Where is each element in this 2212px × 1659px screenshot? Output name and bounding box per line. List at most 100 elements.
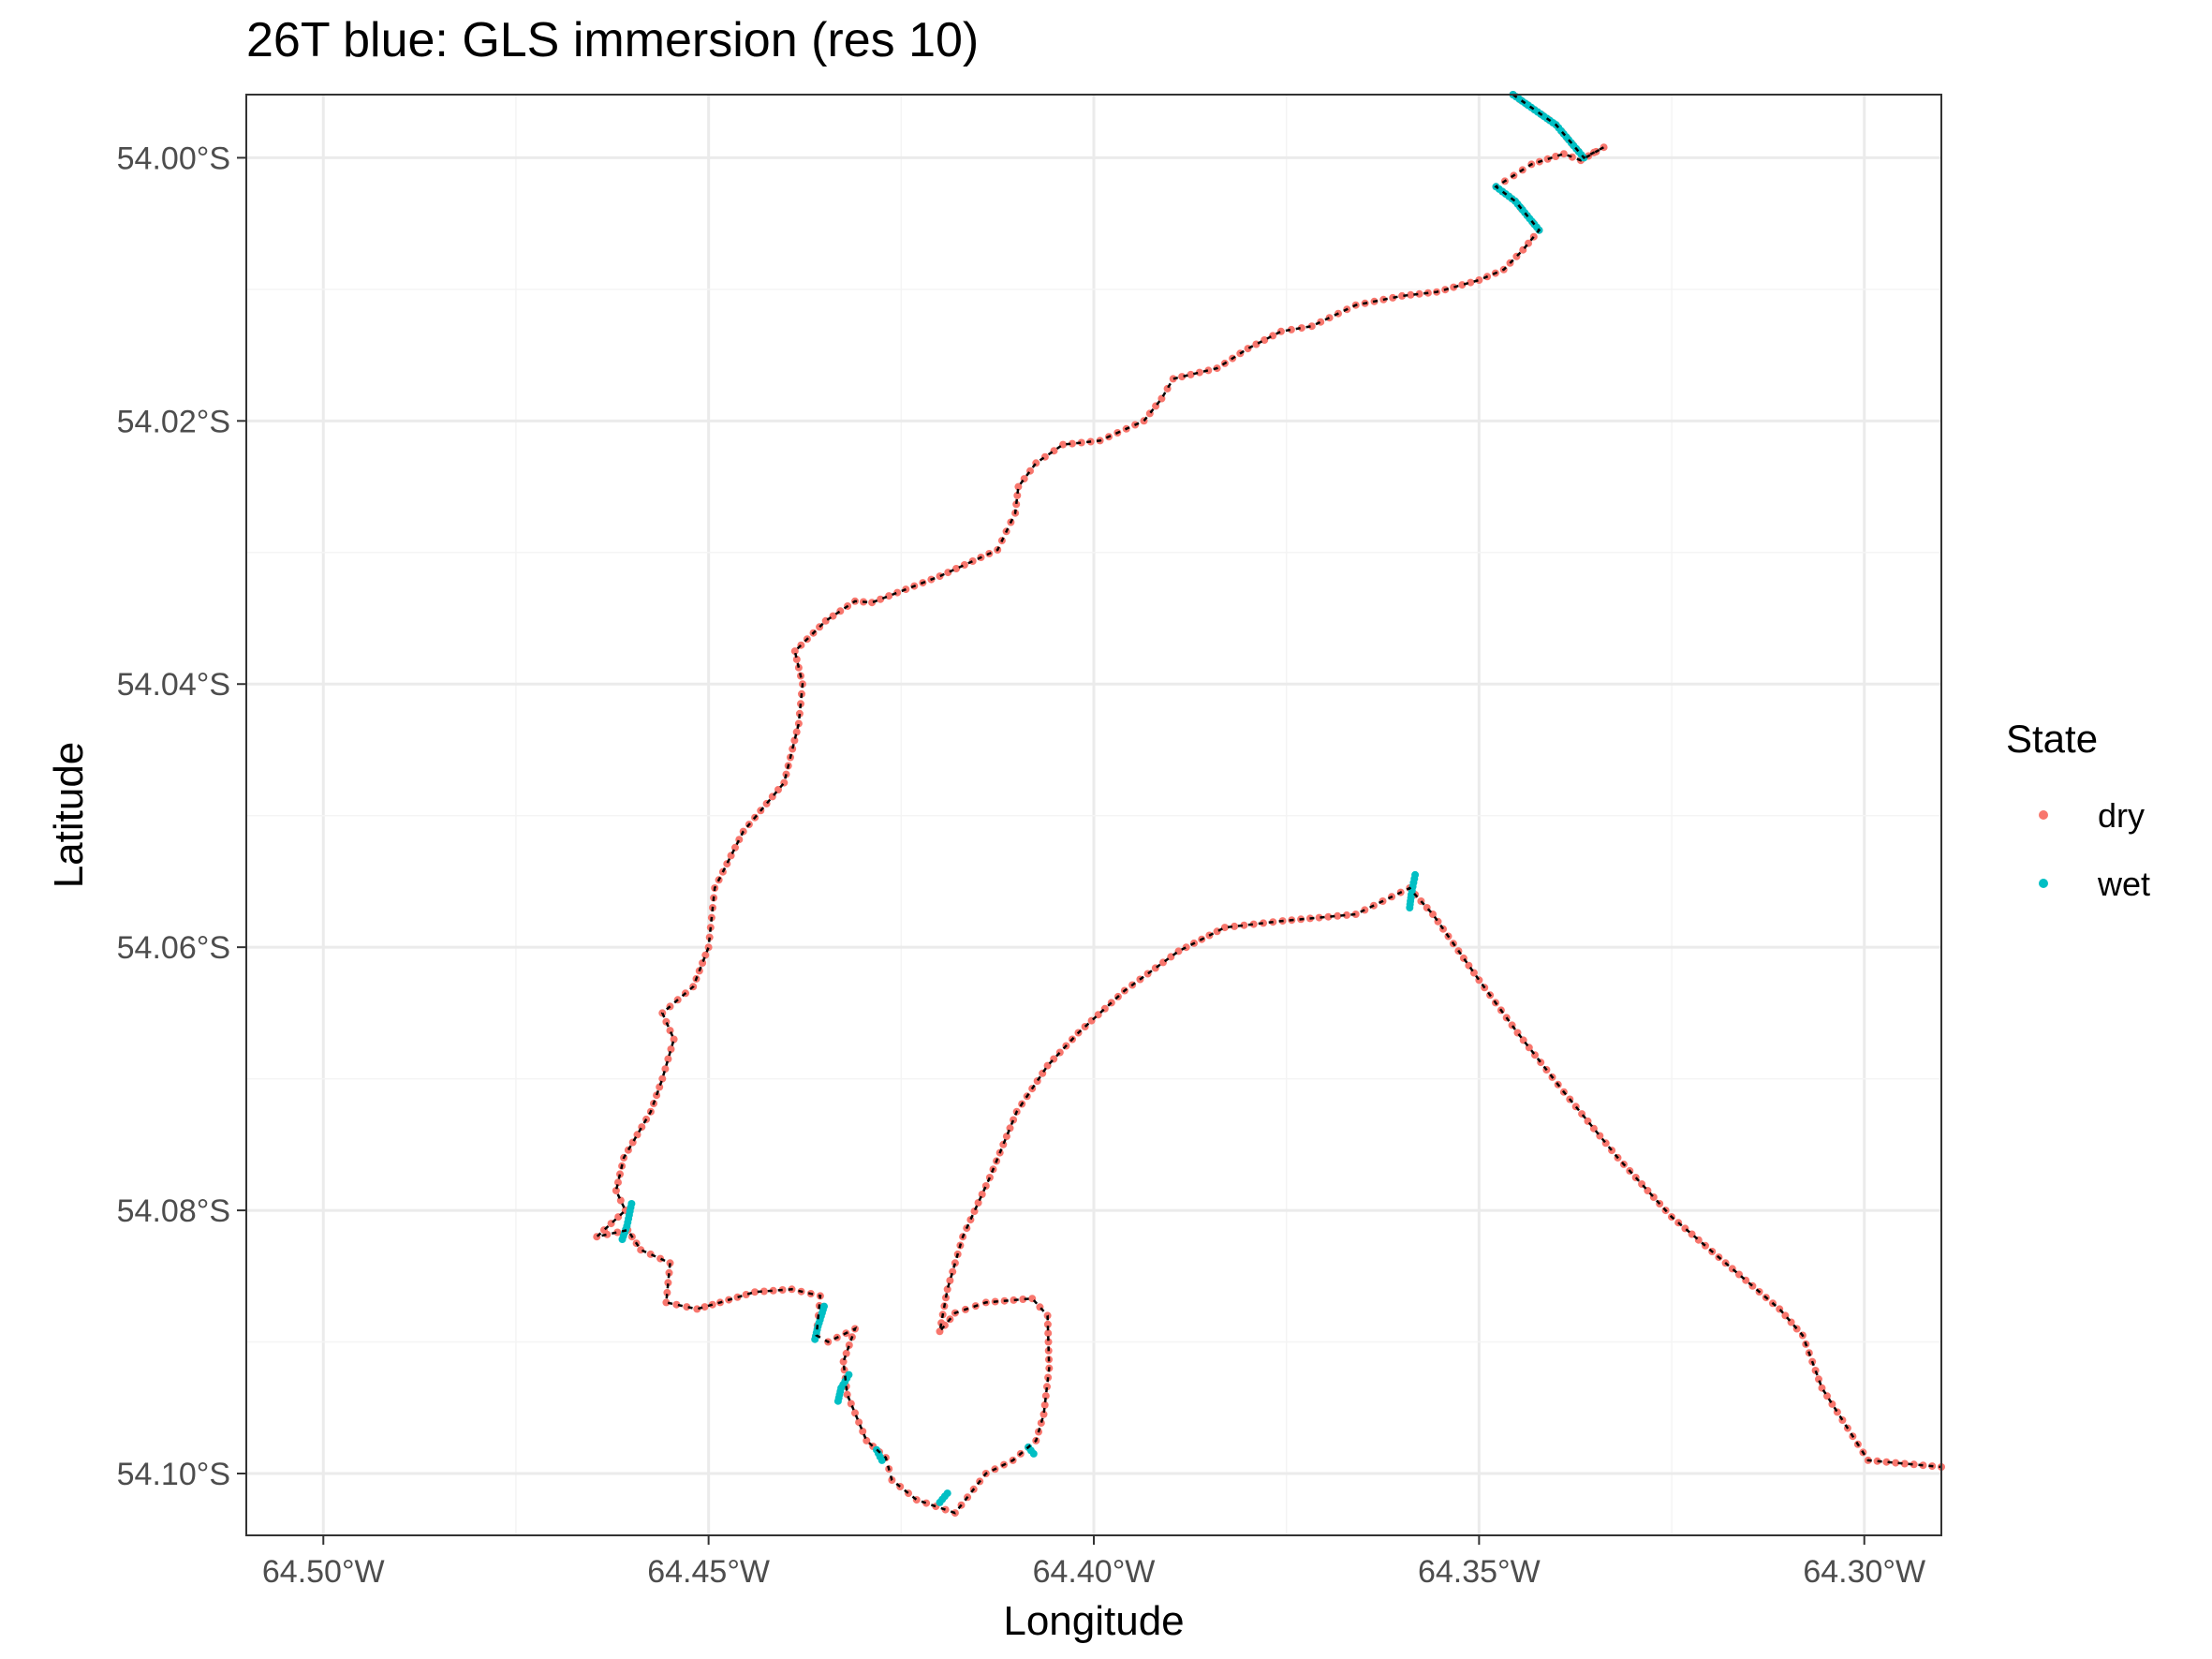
dry-point — [789, 745, 797, 753]
dry-point — [1019, 1296, 1027, 1303]
dry-point — [1231, 922, 1239, 930]
dry-point — [693, 1305, 701, 1313]
dry-point — [666, 1259, 674, 1267]
dry-point — [1559, 150, 1568, 158]
dry-point — [603, 1230, 612, 1238]
y-tick-label: 54.08°S — [117, 1193, 230, 1229]
dry-point — [1043, 1383, 1051, 1391]
dry-point — [943, 1285, 951, 1294]
wet-point — [936, 1498, 944, 1506]
x-axis-label: Longitude — [1003, 1598, 1184, 1644]
dry-point — [974, 1199, 982, 1207]
dry-point — [1882, 1458, 1891, 1466]
dry-point — [1398, 291, 1407, 300]
dry-point — [759, 1287, 768, 1296]
dry-point — [1458, 281, 1467, 289]
dry-point — [751, 1288, 759, 1296]
dry-point — [1249, 920, 1258, 928]
dry-point — [792, 655, 801, 663]
dry-point — [1334, 911, 1342, 920]
dry-point — [663, 1288, 671, 1296]
x-tick-label: 64.40°W — [1033, 1554, 1156, 1590]
dry-point — [1010, 1296, 1018, 1304]
point-layer — [593, 91, 1945, 1518]
x-axis: 64.50°W 64.45°W 64.40°W 64.35°W 64.30°W — [262, 1535, 1925, 1590]
dry-point — [705, 933, 714, 941]
dry-point — [1589, 1124, 1598, 1133]
dry-point — [1013, 491, 1022, 499]
dry-point — [1037, 1419, 1045, 1428]
dry-point — [1900, 1459, 1909, 1468]
dry-point — [616, 1170, 624, 1178]
dry-point — [769, 1286, 777, 1295]
dry-point — [1043, 1061, 1052, 1070]
dry-point — [1307, 322, 1316, 331]
wet-point — [618, 1236, 627, 1243]
dry-point — [1467, 278, 1475, 287]
dry-point — [1261, 336, 1269, 344]
y-axis: 54.00°S 54.02°S 54.04°S 54.06°S 54.08°S 54.10… — [117, 141, 246, 1492]
dry-point — [664, 1055, 672, 1063]
dry-point — [790, 736, 799, 745]
grid-lines — [246, 95, 1941, 1535]
dry-point — [1475, 276, 1483, 284]
x-tick-label: 64.35°W — [1418, 1554, 1541, 1590]
y-tick-label: 54.04°S — [117, 667, 230, 703]
dry-point — [1343, 911, 1350, 919]
dry-point — [1260, 919, 1267, 927]
legend-key-dry — [2039, 810, 2048, 820]
dry-point — [792, 728, 801, 736]
y-axis-label: Latitude — [46, 742, 92, 889]
y-tick-label: 54.06°S — [117, 930, 230, 966]
dry-point — [1389, 293, 1397, 302]
dry-point — [1873, 1457, 1881, 1465]
dry-point — [1041, 1392, 1050, 1400]
dry-point — [700, 1303, 709, 1311]
dry-point — [790, 647, 799, 656]
dry-point — [1069, 439, 1076, 448]
dry-point — [1351, 911, 1360, 918]
dry-point — [946, 1277, 954, 1284]
dry-point — [795, 709, 804, 718]
dry-point — [952, 565, 961, 572]
wet-point — [833, 1397, 842, 1405]
legend-key-wet — [2039, 879, 2048, 888]
dry-point — [1407, 290, 1415, 299]
dry-point — [667, 1045, 675, 1053]
dry-point — [672, 1300, 681, 1309]
dry-point — [613, 1228, 622, 1237]
dry-point — [794, 719, 803, 728]
dry-point — [794, 663, 803, 672]
dry-point — [1220, 924, 1229, 932]
dry-point — [1543, 155, 1552, 163]
dry-point — [665, 1268, 673, 1277]
dry-point — [951, 1259, 959, 1267]
x-tick-label: 64.30°W — [1803, 1554, 1925, 1590]
y-tick-label: 54.00°S — [117, 141, 230, 176]
wet-point — [1406, 904, 1414, 911]
dry-point — [612, 1187, 620, 1194]
dry-point — [1195, 368, 1203, 377]
dry-point — [664, 1279, 672, 1287]
dry-point — [1169, 375, 1177, 383]
x-tick-label: 64.50°W — [262, 1554, 385, 1590]
dry-point — [1014, 482, 1023, 491]
y-tick-label: 54.10°S — [117, 1457, 230, 1492]
dry-point — [683, 1303, 691, 1311]
dry-point — [855, 1418, 863, 1427]
dry-point — [1094, 1011, 1102, 1019]
dry-point — [670, 1035, 678, 1044]
dry-point — [1450, 283, 1458, 291]
dry-point — [1552, 153, 1560, 160]
legend-label-dry: dry — [2098, 796, 2145, 835]
dry-point — [1240, 921, 1248, 929]
dry-point — [1044, 1329, 1053, 1338]
dry-point — [1297, 324, 1305, 333]
dry-point — [922, 1499, 931, 1507]
dry-point — [614, 1178, 622, 1187]
dry-point — [662, 1298, 671, 1307]
dry-point — [1204, 366, 1213, 375]
dry-point — [1187, 370, 1195, 378]
dry-point — [1043, 1320, 1052, 1328]
dry-point — [1415, 289, 1423, 298]
